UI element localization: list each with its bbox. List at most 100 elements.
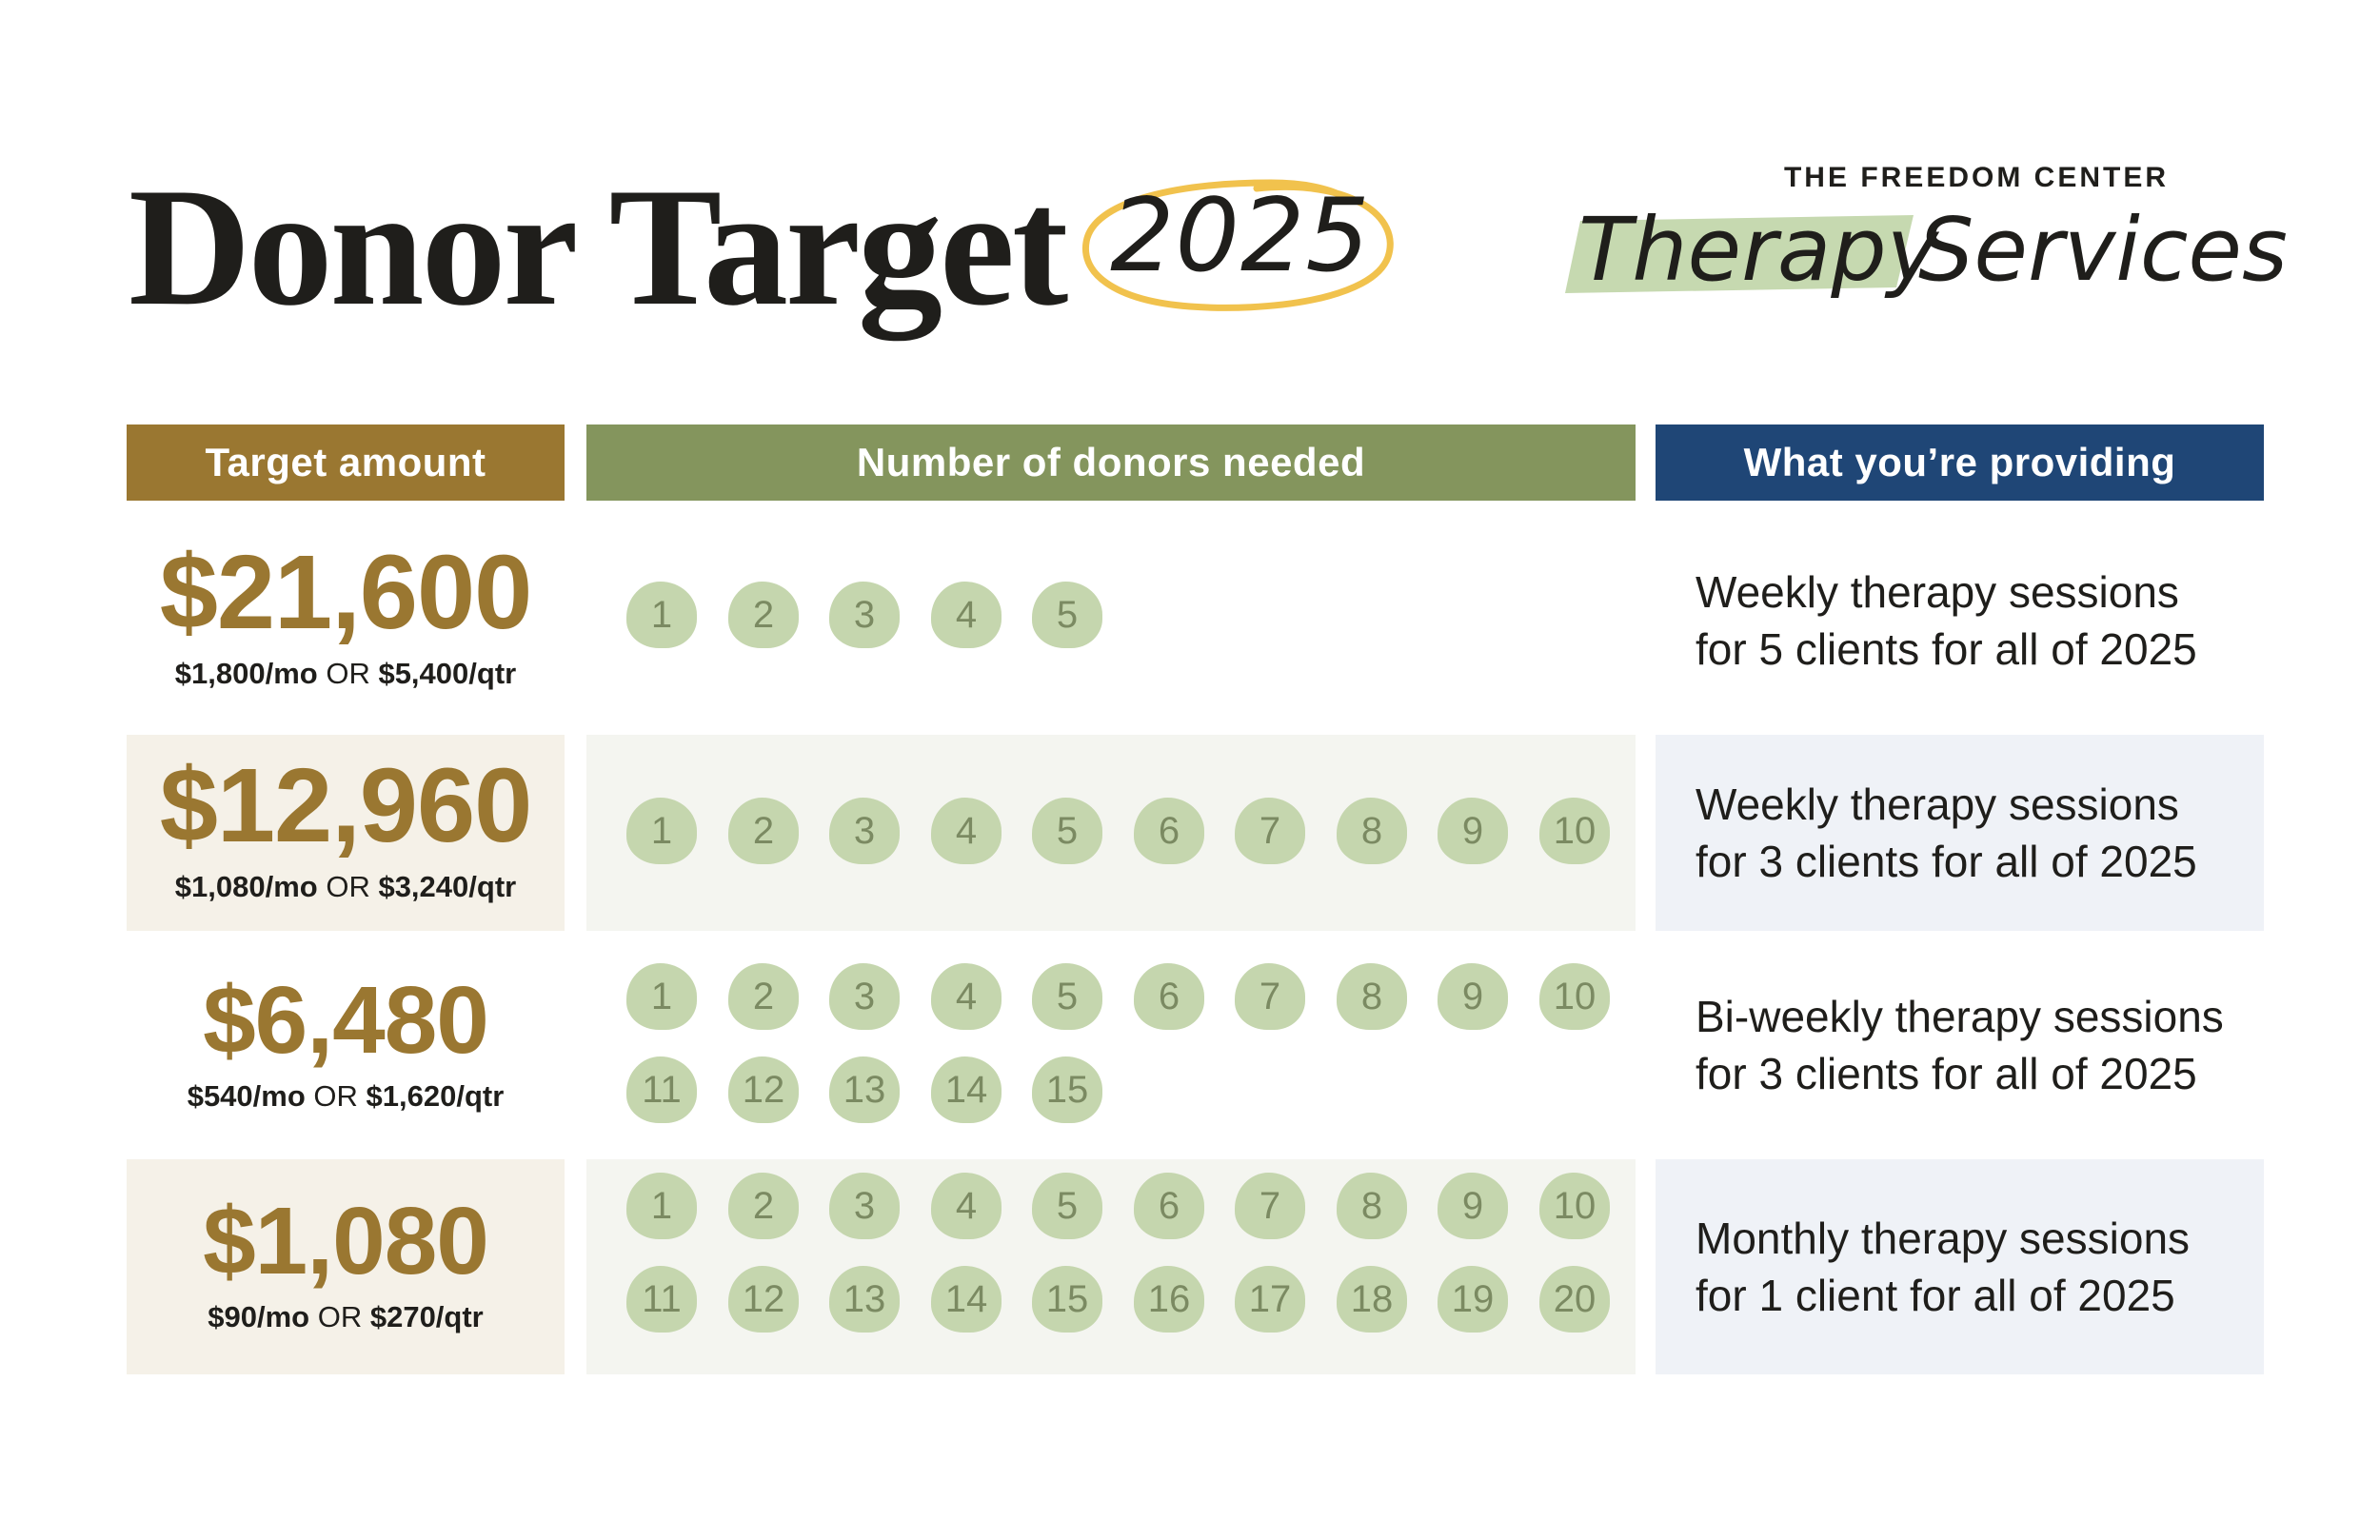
or-separator: OR <box>326 870 370 903</box>
payment-breakdown: $1,080/mo OR $3,240/qtr <box>127 870 565 904</box>
logo-service-word-2: Services <box>1918 199 2288 301</box>
providing-line-2: for 5 clients for all of 2025 <box>1696 624 2197 674</box>
title-year-text: 2025 <box>1110 177 1371 294</box>
providing-line-1: Weekly therapy sessions <box>1696 780 2179 829</box>
donor-marker: 10 <box>1539 1173 1610 1239</box>
donor-marker: 8 <box>1337 963 1407 1030</box>
donor-marker: 1 <box>626 1173 697 1239</box>
providing-cell: Weekly therapy sessions for 3 clients fo… <box>1656 735 2264 931</box>
providing-line-2: for 3 clients for all of 2025 <box>1696 837 2197 886</box>
target-amount-cell: $6,480 $540/mo OR $1,620/qtr <box>127 950 565 1140</box>
donor-marker: 16 <box>1134 1266 1204 1333</box>
target-amount: $12,960 <box>159 747 533 864</box>
donor-marker: 14 <box>931 1266 1002 1333</box>
donor-marker: 17 <box>1235 1266 1305 1333</box>
donor-marker: 11 <box>626 1056 697 1123</box>
donor-marker: 2 <box>728 582 799 648</box>
donor-marker: 2 <box>728 963 799 1030</box>
donor-marker: 12 <box>728 1056 799 1123</box>
donor-marker: 7 <box>1235 963 1305 1030</box>
donor-marker: 4 <box>931 798 1002 864</box>
logo-highlight-icon <box>1565 215 1914 293</box>
or-separator: OR <box>317 1300 363 1333</box>
donor-marker: 3 <box>829 963 900 1030</box>
payment-breakdown: $540/mo OR $1,620/qtr <box>127 1079 565 1114</box>
monthly-amount: $1,080/mo <box>174 870 318 903</box>
donors-cell: 1 2 3 4 5 6 7 8 9 10 11 12 13 14 15 16 17 18 19 20 <box>586 1159 1636 1374</box>
header-providing: What you’re providing <box>1656 424 2264 501</box>
donor-marker: 13 <box>829 1056 900 1123</box>
title-year: 2025 <box>1066 162 1409 324</box>
target-amount-cell: $21,600 $1,800/mo OR $5,400/qtr <box>127 525 565 716</box>
target-amount: $21,600 <box>159 534 533 651</box>
providing-cell: Weekly therapy sessions for 5 clients fo… <box>1656 525 2264 716</box>
circle-highlight-icon <box>1082 179 1394 311</box>
quarterly-amount: $270/qtr <box>369 1300 484 1333</box>
monthly-amount: $540/mo <box>187 1079 306 1113</box>
donor-marker: 20 <box>1539 1266 1610 1333</box>
donor-marker: 8 <box>1337 1173 1407 1239</box>
donor-marker: 1 <box>626 963 697 1030</box>
providing-text: Weekly therapy sessions for 3 clients fo… <box>1656 776 2197 890</box>
providing-line-2: for 1 client for all of 2025 <box>1696 1271 2175 1320</box>
donor-marker: 15 <box>1032 1266 1102 1333</box>
donor-marker: 13 <box>829 1266 900 1333</box>
donor-marker: 6 <box>1134 1173 1204 1239</box>
donor-marker: 4 <box>931 582 1002 648</box>
donors-cell: 1 2 3 4 5 6 7 8 9 10 <box>586 735 1636 931</box>
donor-marker: 1 <box>626 582 697 648</box>
logo: THE FREEDOM CENTER Therapy Services <box>1561 162 2288 333</box>
header-donors-needed: Number of donors needed <box>586 424 1636 501</box>
donor-marker: 5 <box>1032 963 1102 1030</box>
or-separator: OR <box>326 657 370 690</box>
providing-line-1: Monthly therapy sessions <box>1696 1214 2191 1263</box>
header-target-amount: Target amount <box>127 424 565 501</box>
donor-marker: 18 <box>1337 1266 1407 1333</box>
donor-marker: 4 <box>931 963 1002 1030</box>
providing-line-1: Bi-weekly therapy sessions <box>1696 992 2224 1041</box>
quarterly-amount: $5,400/qtr <box>378 657 517 690</box>
donor-marker: 12 <box>728 1266 799 1333</box>
providing-line-1: Weekly therapy sessions <box>1696 567 2179 617</box>
monthly-amount: $1,800/mo <box>174 657 318 690</box>
payment-breakdown: $1,800/mo OR $5,400/qtr <box>127 657 565 691</box>
donor-marker: 8 <box>1337 798 1407 864</box>
donor-marker: 9 <box>1438 798 1508 864</box>
providing-text: Bi-weekly therapy sessions for 3 clients… <box>1656 988 2224 1102</box>
donor-marker: 7 <box>1235 1173 1305 1239</box>
providing-cell: Monthly therapy sessions for 1 client fo… <box>1656 1159 2264 1374</box>
providing-text: Monthly therapy sessions for 1 client fo… <box>1656 1210 2190 1324</box>
donor-marker: 19 <box>1438 1266 1508 1333</box>
donor-marker: 2 <box>728 798 799 864</box>
donor-marker: 5 <box>1032 582 1102 648</box>
logo-service-word-1: Therapy <box>1578 199 1939 301</box>
donor-marker: 10 <box>1539 798 1610 864</box>
providing-line-2: for 3 clients for all of 2025 <box>1696 1049 2197 1098</box>
target-amount-cell: $1,080 $90/mo OR $270/qtr <box>127 1159 565 1374</box>
donor-marker: 4 <box>931 1173 1002 1239</box>
donor-marker: 6 <box>1134 963 1204 1030</box>
donor-marker: 1 <box>626 798 697 864</box>
logo-org-name: THE FREEDOM CENTER <box>1783 162 2169 193</box>
payment-breakdown: $90/mo OR $270/qtr <box>127 1300 565 1334</box>
donor-marker: 3 <box>829 1173 900 1239</box>
monthly-amount: $90/mo <box>208 1300 310 1333</box>
donor-marker: 3 <box>829 798 900 864</box>
or-separator: OR <box>313 1079 358 1113</box>
quarterly-amount: $3,240/qtr <box>378 870 517 903</box>
target-amount: $6,480 <box>203 967 489 1074</box>
donor-marker: 9 <box>1438 1173 1508 1239</box>
providing-cell: Bi-weekly therapy sessions for 3 clients… <box>1656 950 2264 1140</box>
donor-marker: 14 <box>931 1056 1002 1123</box>
donor-marker: 5 <box>1032 798 1102 864</box>
donor-marker: 3 <box>829 582 900 648</box>
donor-marker: 9 <box>1438 963 1508 1030</box>
target-amount-cell: $12,960 $1,080/mo OR $3,240/qtr <box>127 735 565 931</box>
donor-marker: 5 <box>1032 1173 1102 1239</box>
providing-text: Weekly therapy sessions for 5 clients fo… <box>1656 563 2197 678</box>
donor-marker: 6 <box>1134 798 1204 864</box>
donor-marker: 10 <box>1539 963 1610 1030</box>
donor-marker: 2 <box>728 1173 799 1239</box>
donors-cell: 1 2 3 4 5 6 7 8 9 10 11 12 13 14 15 <box>586 950 1636 1140</box>
